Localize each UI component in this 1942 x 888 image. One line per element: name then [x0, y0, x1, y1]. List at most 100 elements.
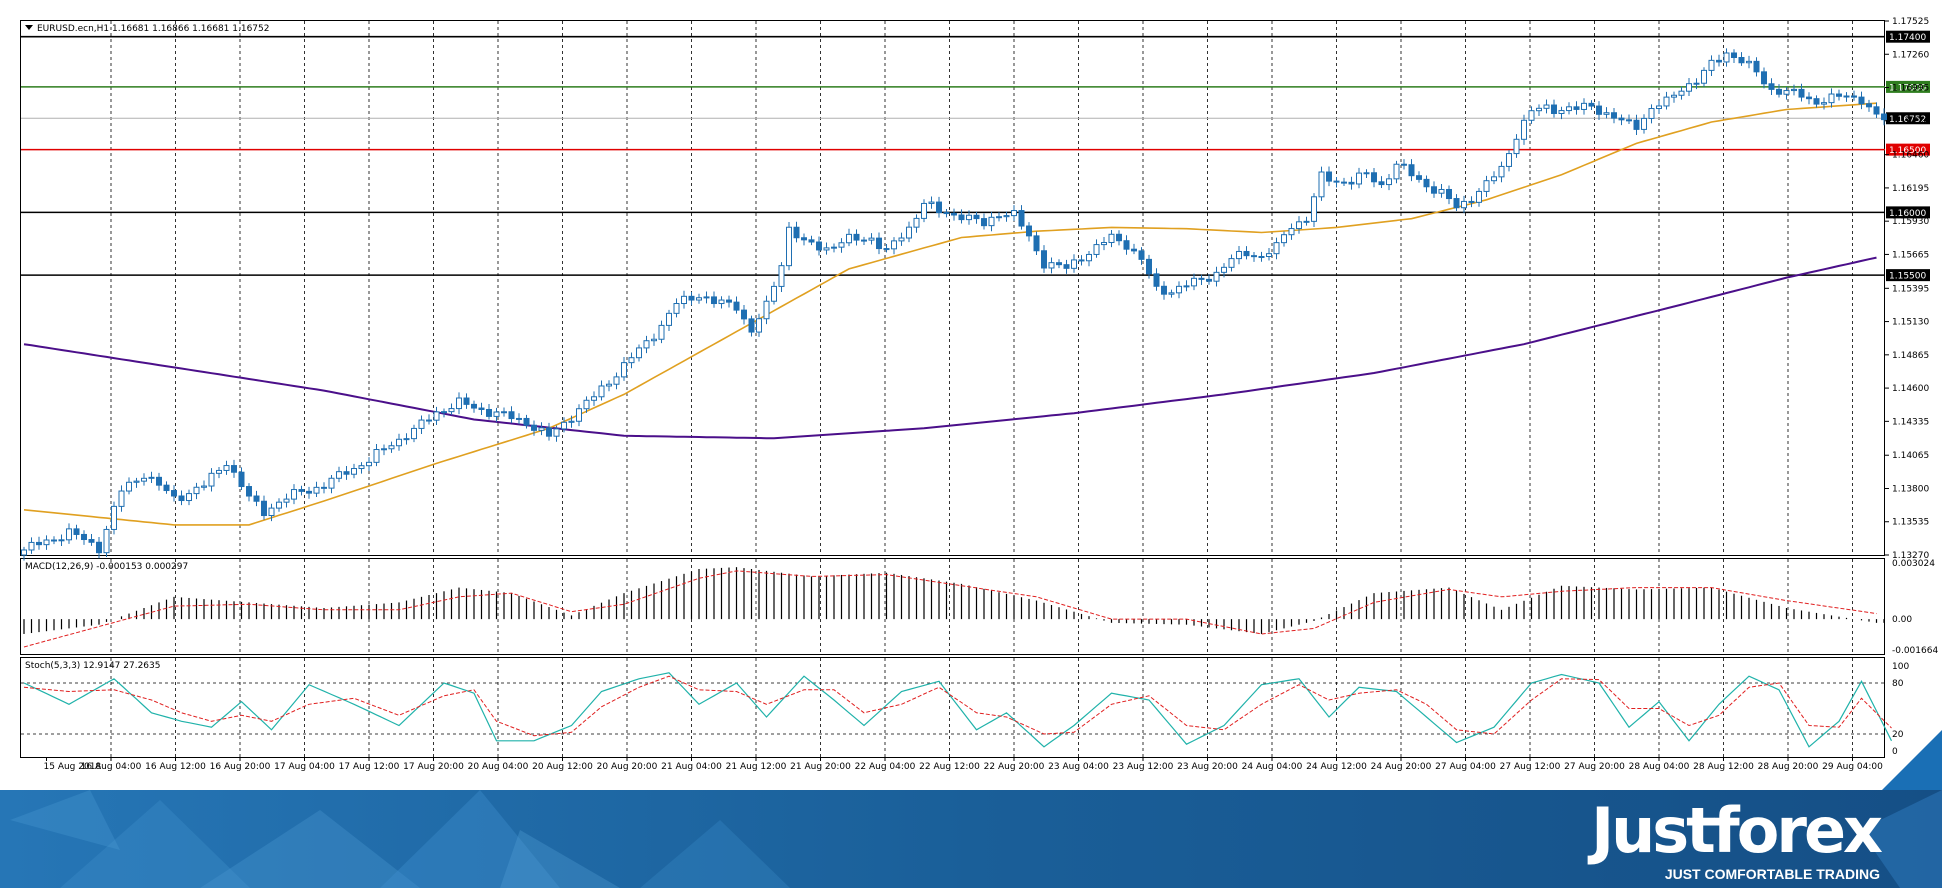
candle-body[interactable] — [1176, 285, 1182, 294]
candle-body[interactable] — [561, 421, 567, 430]
candle-body[interactable] — [876, 237, 882, 250]
candle-body[interactable] — [1543, 104, 1550, 109]
candle-body[interactable] — [1078, 259, 1085, 262]
candle-body[interactable] — [208, 472, 215, 487]
candle-body[interactable] — [861, 239, 867, 242]
candle-body[interactable] — [36, 541, 42, 546]
candle-body[interactable] — [1363, 172, 1370, 175]
candle-body[interactable] — [981, 218, 987, 227]
candle-body[interactable] — [576, 408, 582, 422]
candle-body[interactable] — [186, 493, 192, 502]
candle-body[interactable] — [763, 300, 770, 320]
candle-body[interactable] — [846, 233, 852, 244]
candle-body[interactable] — [883, 248, 890, 251]
candle-body[interactable] — [838, 242, 845, 248]
candle-body[interactable] — [1236, 250, 1242, 260]
candle-body[interactable] — [703, 296, 710, 299]
candle-body[interactable] — [1408, 164, 1415, 177]
candle-body[interactable] — [801, 237, 807, 241]
candle-body[interactable] — [613, 376, 620, 385]
candle-body[interactable] — [958, 214, 965, 221]
candle-body[interactable] — [1566, 106, 1572, 112]
candle-body[interactable] — [403, 438, 410, 441]
candle-body[interactable] — [778, 265, 785, 287]
candle-body[interactable] — [28, 541, 35, 551]
candle-body[interactable] — [1558, 110, 1565, 114]
candle-body[interactable] — [1798, 88, 1805, 98]
candle-body[interactable] — [966, 214, 972, 221]
candle-body[interactable] — [1723, 52, 1730, 63]
candle-body[interactable] — [1626, 119, 1632, 122]
candle-body[interactable] — [471, 403, 477, 409]
candle-body[interactable] — [591, 396, 597, 401]
candle-body[interactable] — [21, 549, 27, 556]
candle-body[interactable] — [1528, 110, 1535, 121]
candle-body[interactable] — [1851, 95, 1857, 98]
candle-body[interactable] — [1311, 196, 1317, 222]
candle-body[interactable] — [771, 285, 777, 302]
candle-body[interactable] — [1588, 102, 1595, 107]
candle-body[interactable] — [951, 212, 957, 216]
candle-body[interactable] — [996, 216, 1002, 219]
candle-body[interactable] — [1648, 108, 1655, 119]
candle-body[interactable] — [1183, 285, 1190, 288]
candle-body[interactable] — [1333, 180, 1340, 183]
candle-body[interactable] — [366, 461, 372, 467]
candle-body[interactable] — [868, 237, 875, 241]
candle-body[interactable] — [1191, 277, 1197, 287]
candle-body[interactable] — [1813, 98, 1820, 105]
candle-body[interactable] — [1881, 113, 1887, 121]
candle-body[interactable] — [1146, 258, 1152, 275]
candle-body[interactable] — [253, 495, 260, 502]
candle-body[interactable] — [628, 357, 635, 364]
candle-body[interactable] — [606, 383, 612, 387]
candle-body[interactable] — [1438, 188, 1445, 194]
candle-body[interactable] — [1296, 221, 1302, 230]
candle-body[interactable] — [238, 471, 245, 488]
candle-body[interactable] — [681, 295, 687, 305]
candle-body[interactable] — [816, 241, 822, 251]
candle-body[interactable] — [696, 297, 702, 301]
candle-body[interactable] — [583, 399, 590, 410]
candle-body[interactable] — [163, 484, 170, 492]
candle-body[interactable] — [1731, 52, 1737, 59]
stoch-panel[interactable] — [20, 657, 1885, 758]
candle-body[interactable] — [1273, 242, 1280, 255]
candle-body[interactable] — [1116, 233, 1122, 242]
candle-body[interactable] — [381, 448, 387, 451]
candle-body[interactable] — [103, 528, 110, 554]
candle-body[interactable] — [546, 427, 552, 437]
candle-body[interactable] — [1491, 176, 1497, 182]
candle-body[interactable] — [358, 465, 365, 470]
candle-body[interactable] — [516, 417, 522, 420]
candle-body[interactable] — [988, 216, 995, 227]
candle-body[interactable] — [291, 489, 297, 500]
candle-body[interactable] — [433, 411, 440, 421]
candle-body[interactable] — [1003, 215, 1010, 218]
candle-body[interactable] — [1663, 96, 1670, 107]
candle-body[interactable] — [1431, 186, 1437, 194]
macd-panel[interactable] — [20, 558, 1885, 655]
candle-body[interactable] — [1378, 181, 1385, 186]
candle-body[interactable] — [1476, 190, 1482, 203]
candle-body[interactable] — [1641, 117, 1647, 130]
candle-body[interactable] — [298, 489, 305, 492]
candle-body[interactable] — [1708, 59, 1715, 71]
candle-body[interactable] — [351, 468, 357, 475]
candle-body[interactable] — [426, 419, 432, 422]
candle-body[interactable] — [666, 312, 672, 326]
candle-body[interactable] — [96, 541, 102, 554]
candle-body[interactable] — [66, 528, 72, 541]
candle-body[interactable] — [658, 324, 665, 340]
candle-body[interactable] — [111, 505, 117, 530]
candle-body[interactable] — [1288, 228, 1295, 236]
candle-body[interactable] — [336, 471, 342, 479]
candle-body[interactable] — [1108, 233, 1115, 244]
candle-body[interactable] — [261, 500, 267, 517]
candle-body[interactable] — [1221, 266, 1227, 273]
candle-body[interactable] — [1858, 96, 1865, 105]
candle-body[interactable] — [448, 408, 455, 413]
candle-body[interactable] — [523, 417, 530, 426]
candle-body[interactable] — [1776, 88, 1782, 95]
candle-body[interactable] — [231, 465, 237, 473]
